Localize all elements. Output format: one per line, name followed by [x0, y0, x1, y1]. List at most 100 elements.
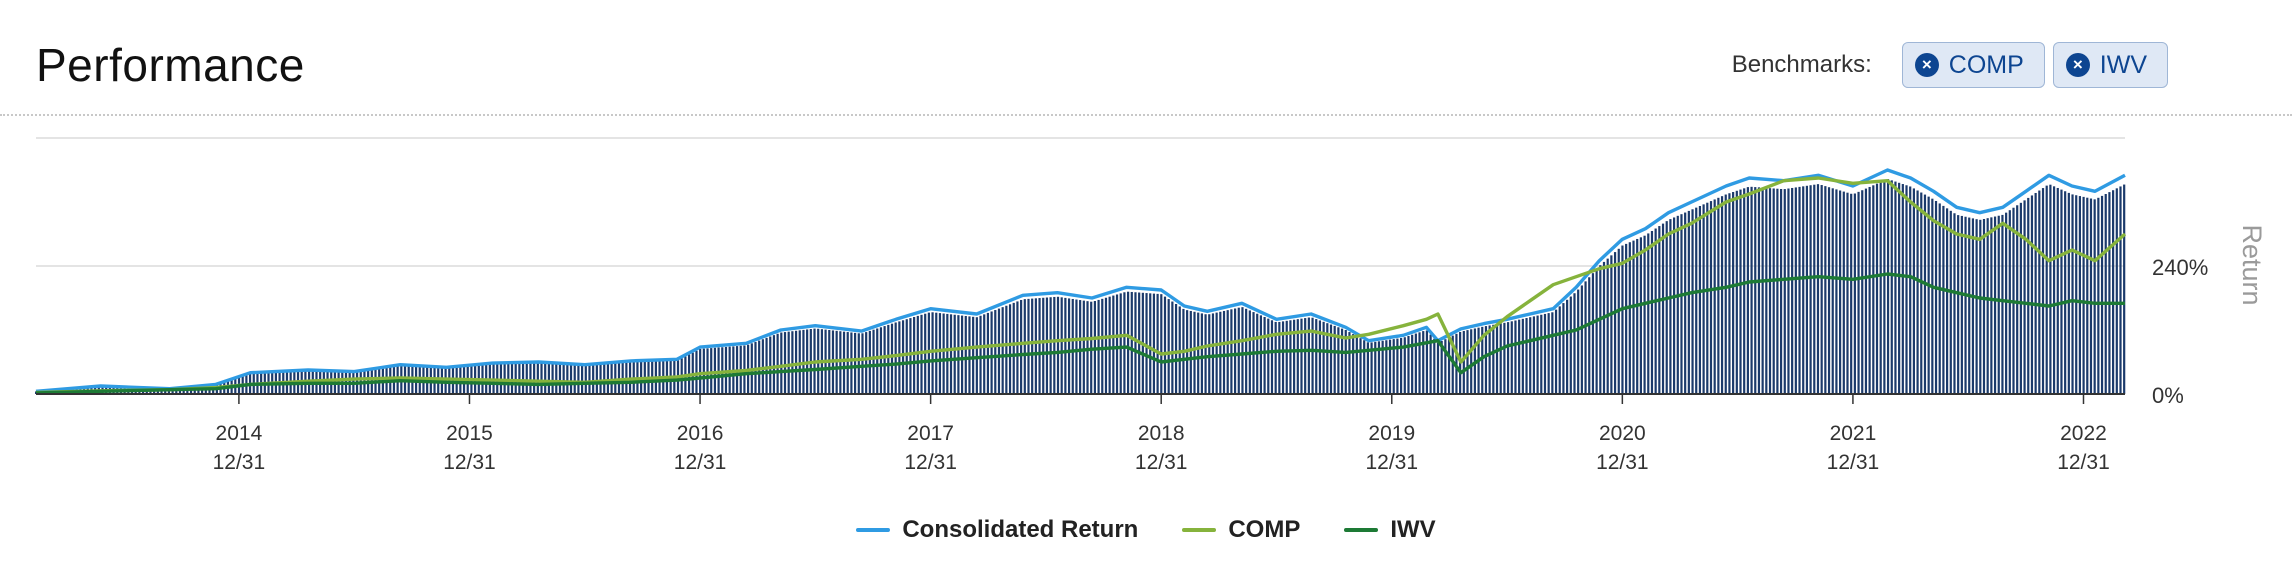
data-bar — [850, 332, 853, 394]
data-bar — [1728, 193, 1731, 394]
data-bar — [890, 323, 894, 394]
data-bar — [1610, 255, 1613, 394]
x-tick-label: 12/31 — [904, 451, 957, 474]
data-bar — [1732, 192, 1735, 394]
x-tick-label: 2022 — [2060, 422, 2107, 445]
data-bar — [1540, 314, 1543, 394]
data-bar — [861, 333, 864, 394]
data-bar — [1938, 203, 1941, 394]
data-bar — [1621, 245, 1624, 394]
close-icon[interactable]: × — [1914, 53, 1939, 77]
data-bar — [1071, 298, 1074, 394]
data-bar — [1931, 198, 1934, 394]
data-bar — [1746, 187, 1749, 394]
data-bar — [1418, 332, 1421, 394]
data-bar — [1993, 216, 1997, 394]
data-bar — [1315, 319, 1318, 394]
data-bar — [1447, 337, 1451, 394]
data-bar — [1082, 300, 1085, 394]
data-bar — [1174, 303, 1178, 394]
data-bar — [1281, 321, 1285, 394]
data-bar — [1233, 308, 1237, 394]
data-bar — [1130, 291, 1133, 394]
data-bar — [1399, 338, 1403, 394]
data-bar — [1839, 190, 1842, 394]
data-bar — [1669, 219, 1672, 394]
data-bar — [1005, 305, 1008, 394]
data-bar — [876, 328, 879, 394]
data-bar — [2112, 190, 2115, 394]
data-bar — [592, 365, 595, 394]
data-bar — [1551, 312, 1554, 394]
page-title: Performance — [36, 39, 305, 91]
data-bar — [1809, 185, 1812, 394]
data-bar — [1864, 188, 1868, 394]
data-bar — [990, 311, 993, 394]
data-bar — [2104, 194, 2107, 394]
data-bar — [949, 314, 953, 394]
data-bar — [1503, 322, 1506, 394]
data-bar — [1562, 303, 1565, 394]
data-bar — [1850, 193, 1853, 394]
legend-item-iwv[interactable]: IWV — [1344, 516, 1436, 544]
benchmark-chip-label: IWV — [2099, 50, 2147, 79]
benchmark-chip-comp[interactable]: × COMP — [1901, 42, 2045, 88]
data-bar — [1034, 298, 1037, 394]
bar-layer — [35, 179, 2126, 394]
data-bar — [2108, 192, 2111, 394]
x-tick-label: 2017 — [907, 422, 954, 445]
data-bar — [706, 348, 709, 394]
data-bar — [1359, 338, 1362, 394]
data-bar — [865, 332, 868, 394]
legend-label: COMP — [1228, 516, 1301, 543]
data-bar — [780, 332, 783, 394]
data-bar — [1639, 237, 1642, 394]
data-bar — [1466, 330, 1469, 394]
data-bar — [772, 335, 776, 394]
data-bar — [1558, 306, 1561, 394]
data-bar — [1355, 336, 1358, 394]
data-bar — [1990, 217, 1993, 394]
data-bar — [529, 363, 532, 394]
data-bar — [573, 365, 576, 394]
data-bar — [2089, 198, 2093, 394]
data-bar — [1975, 219, 1978, 394]
data-bar — [599, 364, 602, 394]
legend-item-consolidated[interactable]: Consolidated Return — [856, 516, 1138, 544]
data-bar — [518, 363, 521, 394]
data-bar — [1628, 242, 1631, 394]
x-tick-label: 2019 — [1368, 422, 1415, 445]
x-tick-label: 2020 — [1599, 422, 1646, 445]
legend-swatch — [1182, 528, 1217, 532]
data-bar — [960, 315, 964, 394]
benchmark-chip-iwv[interactable]: × IWV — [2052, 42, 2168, 88]
data-bar — [1761, 187, 1764, 394]
data-bar — [946, 313, 949, 394]
data-bar — [1189, 310, 1192, 394]
data-bar — [1816, 184, 1820, 394]
data-bar — [1200, 313, 1203, 394]
data-bar — [595, 364, 598, 394]
close-icon[interactable]: × — [2065, 53, 2090, 77]
data-bar — [1160, 294, 1163, 394]
data-bar — [1263, 316, 1266, 394]
data-bar — [702, 348, 705, 394]
data-bar — [1584, 281, 1587, 394]
legend-item-comp[interactable]: COMP — [1182, 516, 1300, 544]
data-bar — [1643, 235, 1646, 394]
data-bar — [1525, 318, 1528, 394]
data-bar — [1968, 217, 1971, 394]
data-bar — [1606, 258, 1609, 394]
data-bar — [2030, 195, 2034, 394]
data-bar — [1366, 342, 1369, 394]
data-bar — [1101, 298, 1104, 394]
data-bar — [920, 314, 923, 394]
data-bar — [2045, 185, 2048, 394]
data-bar — [1403, 337, 1406, 394]
data-bar — [2086, 197, 2089, 394]
data-bar — [913, 316, 916, 394]
data-bar — [695, 350, 698, 394]
data-bar — [1588, 277, 1591, 394]
data-bar — [1433, 338, 1436, 394]
data-bar — [1698, 205, 1702, 394]
